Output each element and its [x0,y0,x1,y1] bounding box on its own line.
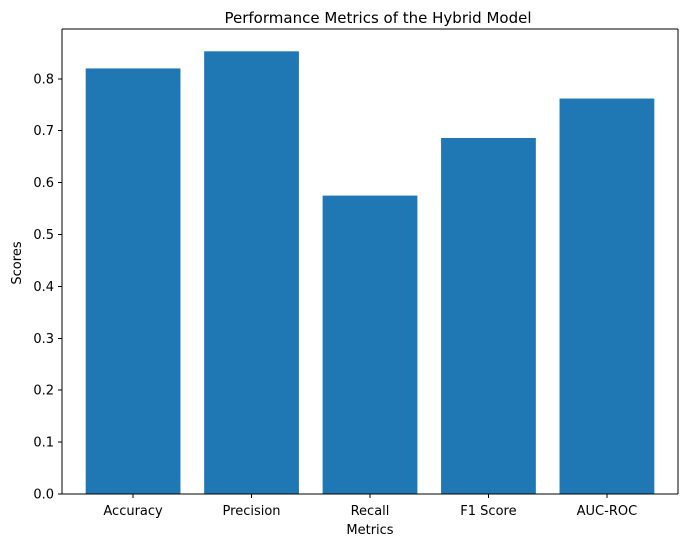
bar-precision [204,51,299,494]
y-axis-label: Scores [10,241,25,284]
x-axis-label: Metrics [346,523,393,538]
plot-area: 0.0 0.1 0.2 0.3 0.4 0.5 0.6 0.7 0.8 Accuracy Preci… [33,28,679,519]
y-tick-label: 0.5 [33,228,54,243]
bar-accuracy [85,68,181,494]
y-tick-label: 0.7 [33,124,54,139]
y-tick-label: 0.6 [33,176,54,191]
y-tick-label: 0.3 [33,332,54,347]
x-tick-label: AUC-ROC [577,504,638,519]
y-tick-label: 0.2 [33,384,54,399]
x-tick-label: Recall [351,504,390,519]
x-tick-label: Accuracy [103,504,163,519]
y-tick-label: 0.1 [33,436,54,451]
bar-f1-score [441,137,536,495]
bar-auc-roc [559,98,655,494]
x-tick-label: Precision [223,504,281,519]
bar-recall [322,195,418,494]
chart-title: Performance Metrics of the Hybrid Model [225,9,532,27]
y-tick-label: 0.4 [33,280,54,295]
x-tick-label: F1 Score [460,504,516,519]
y-tick-label: 0.8 [33,72,54,87]
y-tick-label: 0.0 [33,488,54,503]
